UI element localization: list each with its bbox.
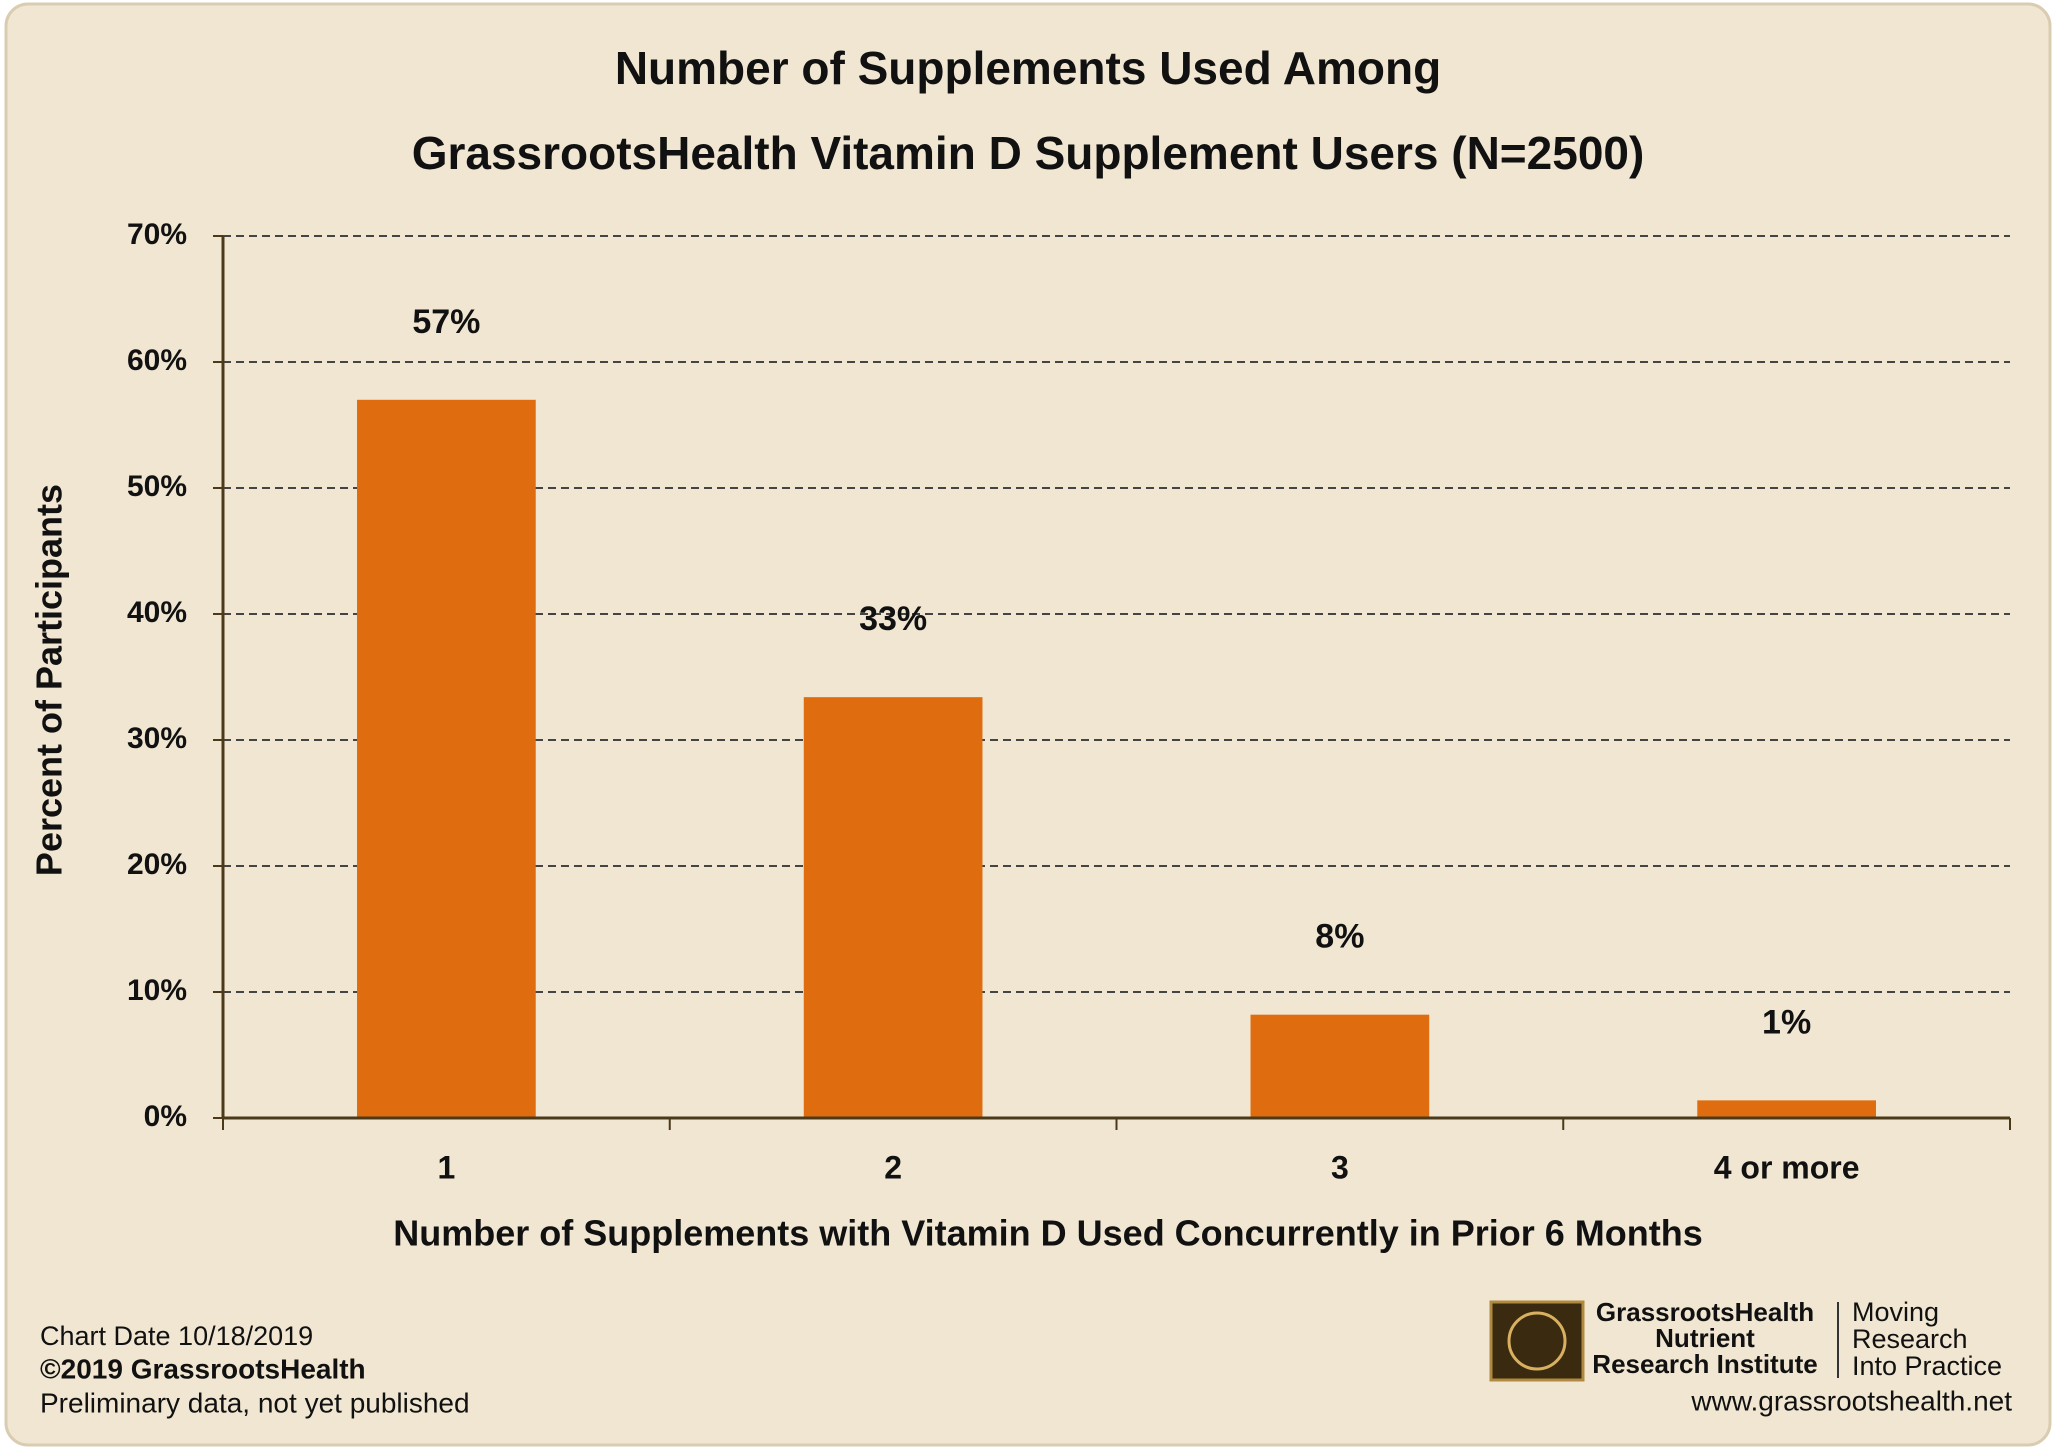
y-tick-label: 50% bbox=[127, 470, 187, 503]
y-axis-title: Percent of Participants bbox=[29, 484, 70, 876]
y-tick-label: 70% bbox=[127, 218, 187, 251]
logo-text: Nutrient bbox=[1655, 1323, 1755, 1353]
logo-icon bbox=[1489, 1300, 1585, 1382]
logo-text: Research Institute bbox=[1592, 1349, 1817, 1379]
x-tick-label: 2 bbox=[884, 1149, 902, 1185]
chart-title: Number of Supplements Used Among bbox=[615, 42, 1441, 94]
bar bbox=[1250, 1014, 1430, 1118]
tagline: Into Practice bbox=[1852, 1351, 2002, 1381]
x-tick-label: 1 bbox=[437, 1149, 455, 1185]
bar bbox=[1697, 1100, 1876, 1118]
tagline: Research bbox=[1852, 1324, 1968, 1354]
x-axis-title: Number of Supplements with Vitamin D Use… bbox=[393, 1213, 1702, 1254]
y-tick-label: 20% bbox=[127, 848, 187, 881]
logo-icon bbox=[1507, 1311, 1567, 1371]
y-tick-label: 40% bbox=[127, 596, 187, 629]
bar bbox=[803, 697, 983, 1118]
y-tick-label: 30% bbox=[127, 722, 187, 755]
url: www.grassrootshealth.net bbox=[1690, 1385, 2012, 1416]
tagline: Moving bbox=[1852, 1297, 1939, 1327]
note: Preliminary data, not yet published bbox=[40, 1387, 470, 1418]
chart-date: Chart Date 10/18/2019 bbox=[40, 1321, 313, 1351]
y-tick-label: 10% bbox=[127, 974, 187, 1007]
y-tick-label: 0% bbox=[144, 1100, 187, 1133]
data-label: 33% bbox=[859, 600, 927, 638]
x-tick-label: 3 bbox=[1331, 1149, 1349, 1185]
y-tick-label: 60% bbox=[127, 344, 187, 377]
data-label: 8% bbox=[1315, 918, 1364, 956]
data-label: 57% bbox=[412, 303, 480, 341]
copyright: ©2019 GrassrootsHealth bbox=[40, 1353, 366, 1384]
logo-text: GrassrootsHealth bbox=[1596, 1297, 1814, 1327]
data-label: 1% bbox=[1762, 1003, 1811, 1041]
bar bbox=[357, 399, 536, 1118]
chart-title: GrassrootsHealth Vitamin D Supplement Us… bbox=[412, 127, 1645, 179]
x-tick-label: 4 or more bbox=[1714, 1149, 1860, 1185]
